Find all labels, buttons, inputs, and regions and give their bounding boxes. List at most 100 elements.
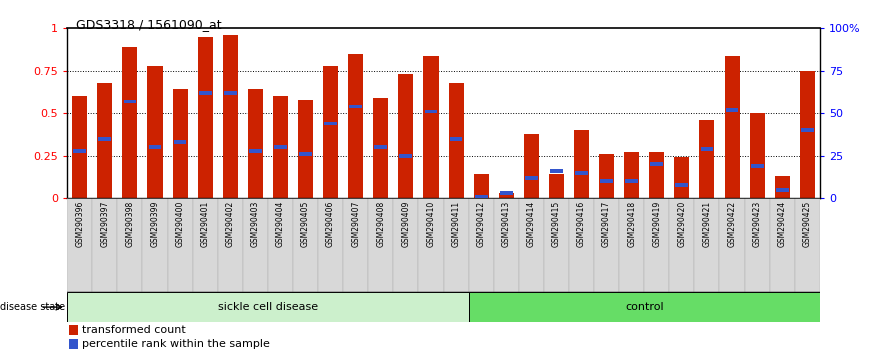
Text: GSM290404: GSM290404	[276, 201, 285, 247]
Bar	[469, 292, 820, 322]
Bar	[575, 171, 588, 175]
Text: GSM290411: GSM290411	[452, 201, 461, 247]
Text: GSM290424: GSM290424	[778, 201, 787, 247]
Bar	[73, 96, 87, 198]
Bar	[650, 162, 663, 166]
Bar	[499, 193, 513, 198]
Text: GDS3318 / 1561090_at: GDS3318 / 1561090_at	[76, 18, 222, 31]
Bar	[519, 198, 544, 292]
Text: sickle cell disease: sickle cell disease	[218, 302, 318, 312]
Bar	[424, 56, 438, 198]
Bar	[625, 179, 638, 183]
Text: GSM290396: GSM290396	[75, 201, 84, 247]
Bar	[574, 130, 589, 198]
Bar	[625, 152, 639, 198]
Bar	[168, 198, 193, 292]
Bar	[324, 122, 337, 125]
Bar	[399, 74, 413, 198]
Text: GSM290422: GSM290422	[728, 201, 737, 247]
Bar	[701, 147, 713, 151]
Text: control: control	[625, 302, 664, 312]
Bar	[173, 90, 187, 198]
Bar	[418, 198, 444, 292]
Bar	[425, 110, 437, 113]
Text: GSM290401: GSM290401	[201, 201, 210, 247]
Bar	[650, 152, 664, 198]
Bar	[273, 96, 288, 198]
Bar	[775, 176, 789, 198]
Bar	[268, 198, 293, 292]
Bar	[293, 198, 318, 292]
Bar	[299, 152, 312, 156]
Bar	[549, 175, 564, 198]
Text: GSM290425: GSM290425	[803, 201, 812, 247]
Bar	[199, 91, 211, 95]
Bar	[349, 54, 363, 198]
Text: GSM290400: GSM290400	[176, 201, 185, 247]
Bar	[375, 145, 387, 149]
Bar	[368, 198, 393, 292]
Bar	[124, 99, 136, 103]
Text: percentile rank within the sample: percentile rank within the sample	[82, 339, 270, 349]
Bar	[318, 198, 343, 292]
Bar	[67, 198, 92, 292]
Bar	[67, 292, 469, 322]
Text: GSM290410: GSM290410	[426, 201, 435, 247]
Text: GSM290398: GSM290398	[125, 201, 134, 247]
Text: disease state: disease state	[0, 302, 65, 312]
Bar	[249, 149, 262, 153]
Text: GSM290416: GSM290416	[577, 201, 586, 247]
Bar	[599, 154, 614, 198]
Text: GSM290409: GSM290409	[401, 201, 410, 247]
Bar	[73, 149, 86, 153]
Bar	[223, 35, 237, 198]
Bar	[243, 198, 268, 292]
Text: GSM290412: GSM290412	[477, 201, 486, 247]
Bar	[726, 108, 738, 112]
Bar	[719, 198, 745, 292]
Bar	[117, 198, 142, 292]
Bar	[274, 145, 287, 149]
Bar	[725, 56, 739, 198]
Bar	[123, 47, 137, 198]
Text: GSM290423: GSM290423	[753, 201, 762, 247]
Bar	[474, 175, 488, 198]
Text: GSM290402: GSM290402	[226, 201, 235, 247]
Text: GSM290399: GSM290399	[151, 201, 159, 247]
Bar	[198, 37, 212, 198]
Bar	[751, 164, 763, 168]
Bar	[500, 191, 513, 195]
Bar	[393, 198, 418, 292]
Text: transformed count: transformed count	[82, 325, 186, 335]
Bar	[298, 100, 313, 198]
Bar	[700, 120, 714, 198]
Text: GSM290397: GSM290397	[100, 201, 109, 247]
Text: GSM290408: GSM290408	[376, 201, 385, 247]
Bar	[745, 198, 770, 292]
Bar	[524, 134, 538, 198]
Bar	[801, 129, 814, 132]
Bar	[224, 91, 237, 95]
Bar	[92, 198, 117, 292]
Bar	[600, 179, 613, 183]
Bar	[149, 145, 161, 149]
Text: GSM290407: GSM290407	[351, 201, 360, 247]
Bar	[99, 137, 111, 141]
Bar	[343, 198, 368, 292]
Bar	[444, 198, 469, 292]
Bar	[550, 169, 563, 173]
Bar	[248, 90, 263, 198]
Bar	[475, 195, 487, 198]
Bar	[323, 66, 338, 198]
Bar	[69, 339, 79, 349]
Bar	[218, 198, 243, 292]
Bar	[675, 158, 689, 198]
Text: GSM290414: GSM290414	[527, 201, 536, 247]
Bar	[800, 71, 814, 198]
Text: GSM290415: GSM290415	[552, 201, 561, 247]
Bar	[449, 83, 463, 198]
Bar	[619, 198, 644, 292]
Bar	[669, 198, 694, 292]
Bar	[525, 176, 538, 180]
Bar	[400, 154, 412, 158]
